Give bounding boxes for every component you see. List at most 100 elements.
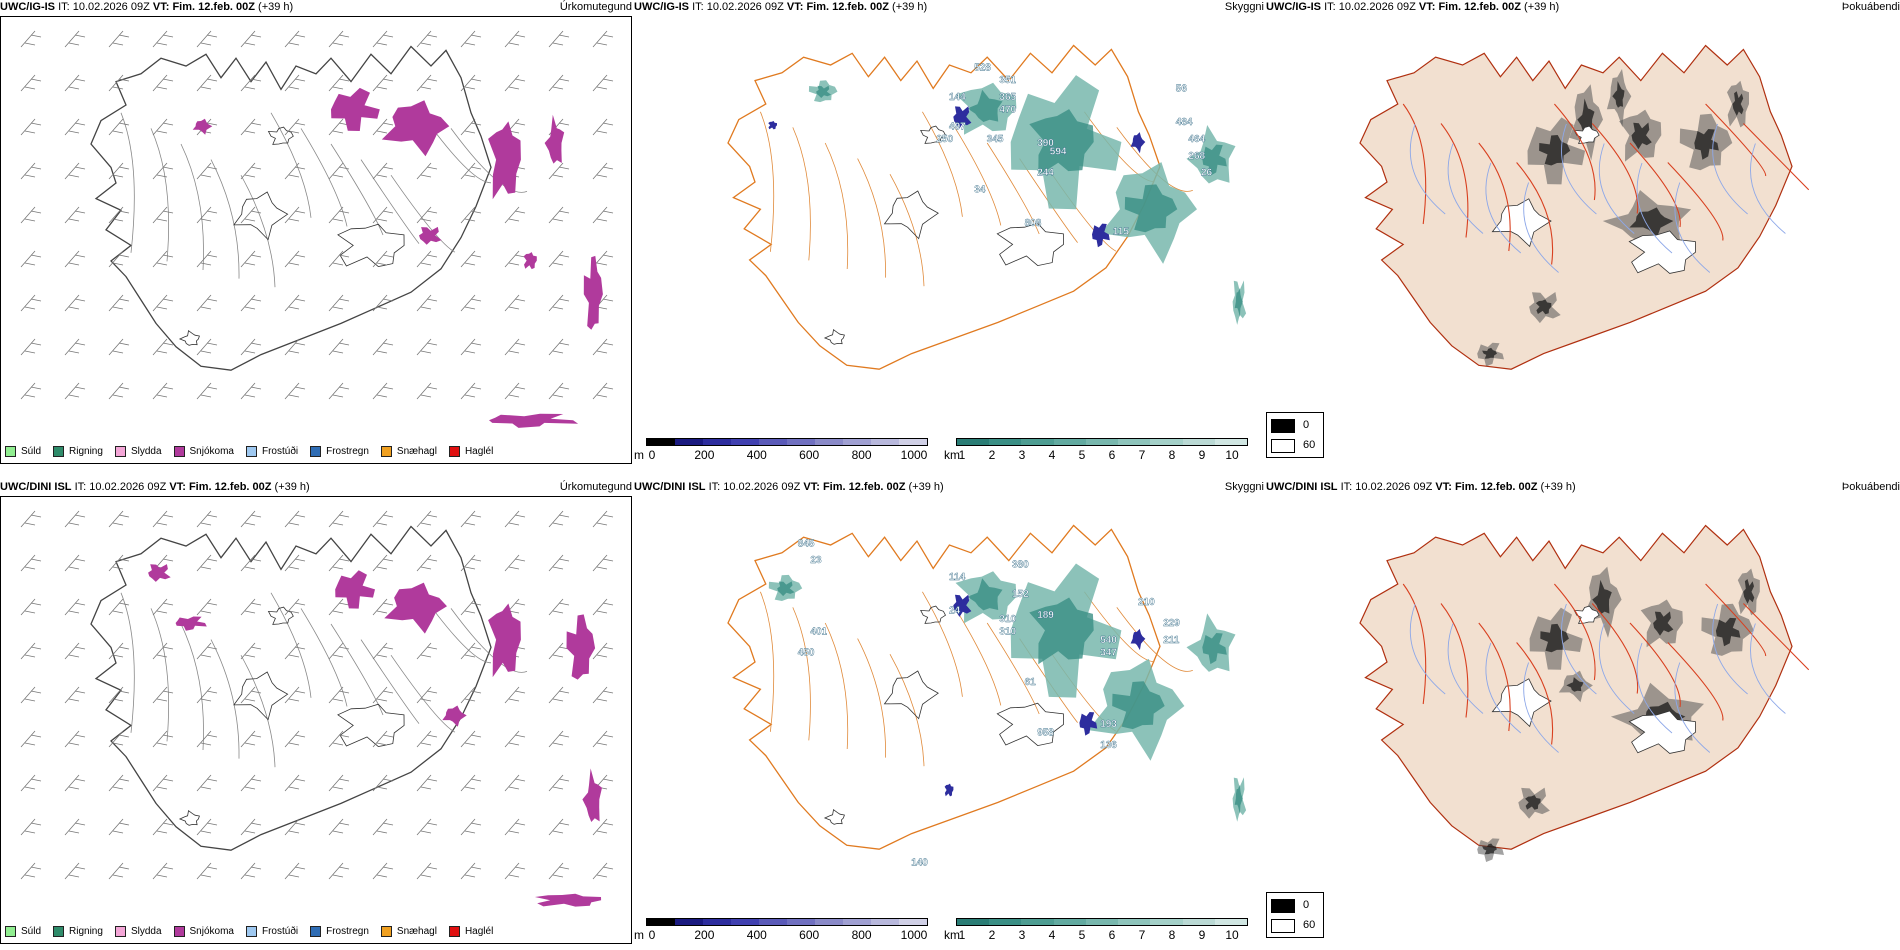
- wind-barb: [108, 686, 130, 704]
- colorbar-segment: [1021, 439, 1054, 445]
- wind-barb: [20, 338, 42, 356]
- cloud-base-value: 380: [1012, 559, 1029, 570]
- wind-barb: [284, 730, 306, 748]
- wind-barb: [64, 862, 86, 880]
- wind-barb: [240, 206, 262, 224]
- glacier-outline: [233, 191, 289, 241]
- wind-barb: [328, 382, 350, 400]
- wind-barb: [504, 338, 526, 356]
- vt-label: VT:: [803, 481, 820, 493]
- colorbar-segment: [1182, 919, 1215, 925]
- land-area: [1359, 44, 1793, 370]
- wind-barb: [152, 162, 174, 180]
- it-value: 10.02.2026 09Z: [1355, 481, 1433, 493]
- wind-barb: [372, 294, 394, 312]
- road-line: [1402, 103, 1427, 225]
- fog-map: [1359, 524, 1809, 862]
- colorbar-tick-label: 5: [1078, 448, 1086, 462]
- river-line: [1636, 642, 1673, 734]
- colorbar-tick-label: 9: [1198, 928, 1206, 942]
- wind-barb: [548, 642, 570, 660]
- panel-header: UWC/DINI ISL IT: 10.02.2026 09Z VT: Fim.…: [634, 480, 1264, 496]
- wind-barb: [20, 162, 42, 180]
- precip-legend-swatch: [173, 925, 185, 937]
- glacier-outline: [883, 670, 939, 720]
- wind-barb: [328, 30, 350, 48]
- colorbar-tick-label: 1: [958, 928, 966, 942]
- road-line: [954, 607, 1002, 706]
- cloud-base-value: 34: [974, 184, 986, 195]
- snowfall-area: [582, 768, 602, 822]
- wind-barb: [240, 74, 262, 92]
- cloud-base-value: 390: [1037, 138, 1054, 149]
- panel-header: UWC/DINI ISL IT: 10.02.2026 09Z VT: Fim.…: [0, 480, 632, 496]
- wind-barb: [548, 206, 570, 224]
- road-line: [1019, 158, 1078, 243]
- cloud-base-value: 528: [974, 63, 991, 74]
- colorbar-segment: [759, 439, 787, 445]
- vt-value: Fim. 12.feb. 00Z: [1454, 481, 1538, 493]
- coastline: [90, 525, 492, 851]
- wind-barb: [372, 30, 394, 48]
- glacier-outline: [920, 125, 947, 144]
- colorbar-segment: [759, 919, 787, 925]
- it-value: 10.02.2026 09Z: [72, 1, 150, 13]
- road-line: [889, 174, 925, 287]
- wind-barb: [20, 686, 42, 704]
- road-line: [270, 592, 312, 698]
- panel-title: Úrkomutegund: [559, 481, 632, 493]
- wind-barb: [240, 598, 262, 616]
- wind-barb: [460, 598, 482, 616]
- precip-legend-label: Snæhagl: [396, 445, 437, 457]
- wind-barb: [372, 686, 394, 704]
- wind-barb: [196, 510, 218, 528]
- road-line: [1743, 603, 1809, 671]
- wind-barb: [152, 686, 174, 704]
- fog-core: [1535, 299, 1552, 315]
- glacier-outline: [920, 605, 947, 624]
- wind-barb: [108, 510, 130, 528]
- wind-barb: [240, 250, 262, 268]
- fog-core: [1732, 91, 1744, 116]
- cloud-base-value-labels: 380 152 310 310 540 347 229 211 210 958 136 193 401 4…: [798, 538, 1181, 869]
- cloud-base-value: 24: [949, 606, 961, 617]
- colorbar-tick-label: 10: [1225, 448, 1239, 462]
- precip-legend-label: Frostúði: [261, 445, 299, 457]
- wind-barb: [196, 250, 218, 268]
- wind-barb: [328, 162, 350, 180]
- very-low-visibility-area: [1112, 681, 1165, 730]
- colorbar-segment: [1085, 439, 1119, 445]
- low-cloud-areas: [944, 594, 1146, 797]
- river-line: [1409, 123, 1446, 215]
- wind-barb: [460, 642, 482, 660]
- river-line: [1523, 182, 1559, 273]
- wind-barb: [284, 162, 306, 180]
- wind-barb: [240, 774, 262, 792]
- colorbar-tick-label: 8: [1168, 928, 1176, 942]
- cloud-base-value: 210: [1138, 597, 1155, 608]
- wind-barb: [152, 730, 174, 748]
- wind-barb: [372, 642, 394, 660]
- colorbar-strip: [646, 438, 928, 446]
- wind-barb: [284, 554, 306, 572]
- very-low-visibility-area: [1124, 184, 1178, 233]
- snowfall-areas: [148, 564, 602, 907]
- wind-barb: [460, 250, 482, 268]
- visibility-colorbar: km 1 2 3 4 5 6 7 8 9 10: [944, 916, 1254, 942]
- precip-legend-label: Súld: [21, 925, 42, 937]
- colorbar-segment: [957, 919, 990, 925]
- wind-barb: [416, 686, 438, 704]
- wind-barb: [284, 74, 306, 92]
- colorbar-segment: [957, 439, 990, 445]
- precip-legend-swatch: [245, 445, 257, 457]
- wind-barb: [64, 338, 86, 356]
- colorbar-tick-label: 8: [1168, 448, 1176, 462]
- wind-barb: [548, 510, 570, 528]
- precip-legend-swatch: [245, 925, 257, 937]
- colorbar-tick-label: 6: [1108, 448, 1116, 462]
- wind-barb: [108, 338, 130, 356]
- colorbar-segment: [787, 919, 815, 925]
- cloudbase-colorbar: m 0 200 400 600 800 1000: [634, 916, 934, 942]
- wind-barb: [20, 206, 42, 224]
- wind-barb: [592, 862, 614, 880]
